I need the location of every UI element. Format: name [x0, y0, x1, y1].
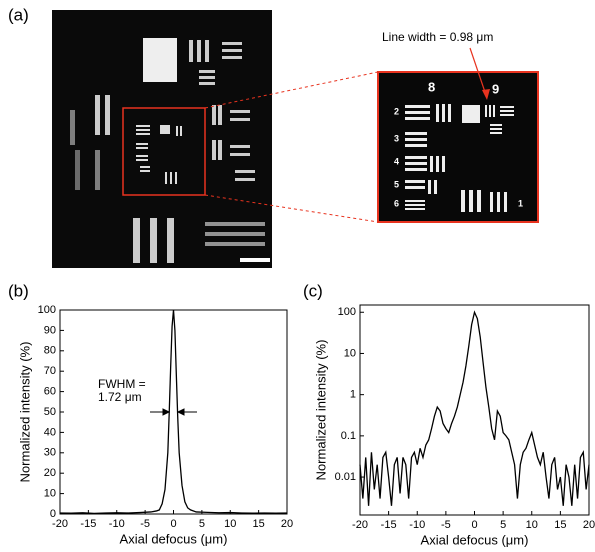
x-tick-label: -20	[52, 518, 68, 530]
annotation-arrow	[469, 47, 488, 99]
y-tick-label: 10	[344, 347, 356, 359]
y-tick-label: 1	[350, 389, 356, 401]
fwhm-arrows	[150, 408, 197, 416]
y-tick-label: 0.1	[341, 430, 356, 442]
inset-label: 5	[394, 179, 399, 189]
annotation: Line width = 0.98 μm	[382, 30, 493, 44]
x-tick-label: 20	[583, 519, 595, 531]
y-tick-label: 30	[44, 447, 56, 459]
x-tick-label: -5	[441, 519, 451, 531]
y-tick-label: 10	[44, 488, 56, 500]
x-tick-label: -20	[352, 519, 368, 531]
y-tick-label: 90	[44, 324, 56, 336]
inset-label: 9	[492, 81, 499, 96]
x-tick-label: -10	[409, 519, 425, 531]
y-axis-title: Normalized intensity (%)	[313, 340, 328, 481]
data-line	[359, 310, 590, 506]
x-tick-label: -10	[109, 518, 125, 530]
annotation: FWHM =	[98, 377, 146, 391]
zoom-line	[204, 194, 379, 223]
inset-label: 6	[394, 198, 399, 208]
y-axis-title: Normalized intensity (%)	[17, 342, 32, 483]
y-tick-label: 60	[44, 386, 56, 398]
x-tick-label: 0	[170, 518, 176, 530]
x-tick-label: 10	[526, 519, 538, 531]
y-tick-label: 80	[44, 345, 56, 357]
y-tick-label: 20	[44, 467, 56, 479]
annotation: 1.72 μm	[98, 390, 142, 404]
inset-label: 1	[518, 198, 523, 208]
x-tick-label: 5	[500, 519, 506, 531]
inset-label: 2	[394, 106, 399, 116]
x-tick-label: 10	[224, 518, 236, 530]
x-tick-label: -15	[381, 519, 397, 531]
inset-label: 3	[394, 133, 399, 143]
x-tick-label: 15	[253, 518, 265, 530]
plot-frame	[59, 309, 288, 515]
panel-label: (c)	[303, 281, 323, 300]
inset-image: 8 9 2 3 4 5 6 1	[377, 71, 539, 223]
plot-frame	[359, 304, 590, 516]
x-tick-label: 5	[199, 518, 205, 530]
y-tick-label: 0	[50, 508, 56, 520]
y-tick-label: 0.01	[335, 471, 356, 483]
x-tick-label: -15	[80, 518, 96, 530]
panel-label: (a)	[8, 5, 29, 24]
inset-label: 4	[394, 156, 399, 166]
x-tick-label: 20	[281, 518, 293, 530]
y-tick-label: 100	[38, 304, 56, 316]
microscope-image	[52, 10, 272, 268]
x-tick-label: 15	[554, 519, 566, 531]
data-line	[59, 309, 288, 515]
y-tick-label: 50	[44, 406, 56, 418]
inset-label: 8	[428, 79, 435, 94]
x-axis-title: Axial defocus (μm)	[120, 531, 228, 546]
y-tick-label: 40	[44, 426, 56, 438]
x-axis-title: Axial defocus (μm)	[421, 532, 529, 547]
y-tick-label: 100	[338, 306, 356, 318]
y-tick-label: 70	[44, 365, 56, 377]
panel-label: (b)	[8, 281, 29, 300]
annotation-arrow-head	[482, 89, 490, 100]
x-tick-label: 0	[471, 519, 477, 531]
x-tick-label: -5	[140, 518, 150, 530]
